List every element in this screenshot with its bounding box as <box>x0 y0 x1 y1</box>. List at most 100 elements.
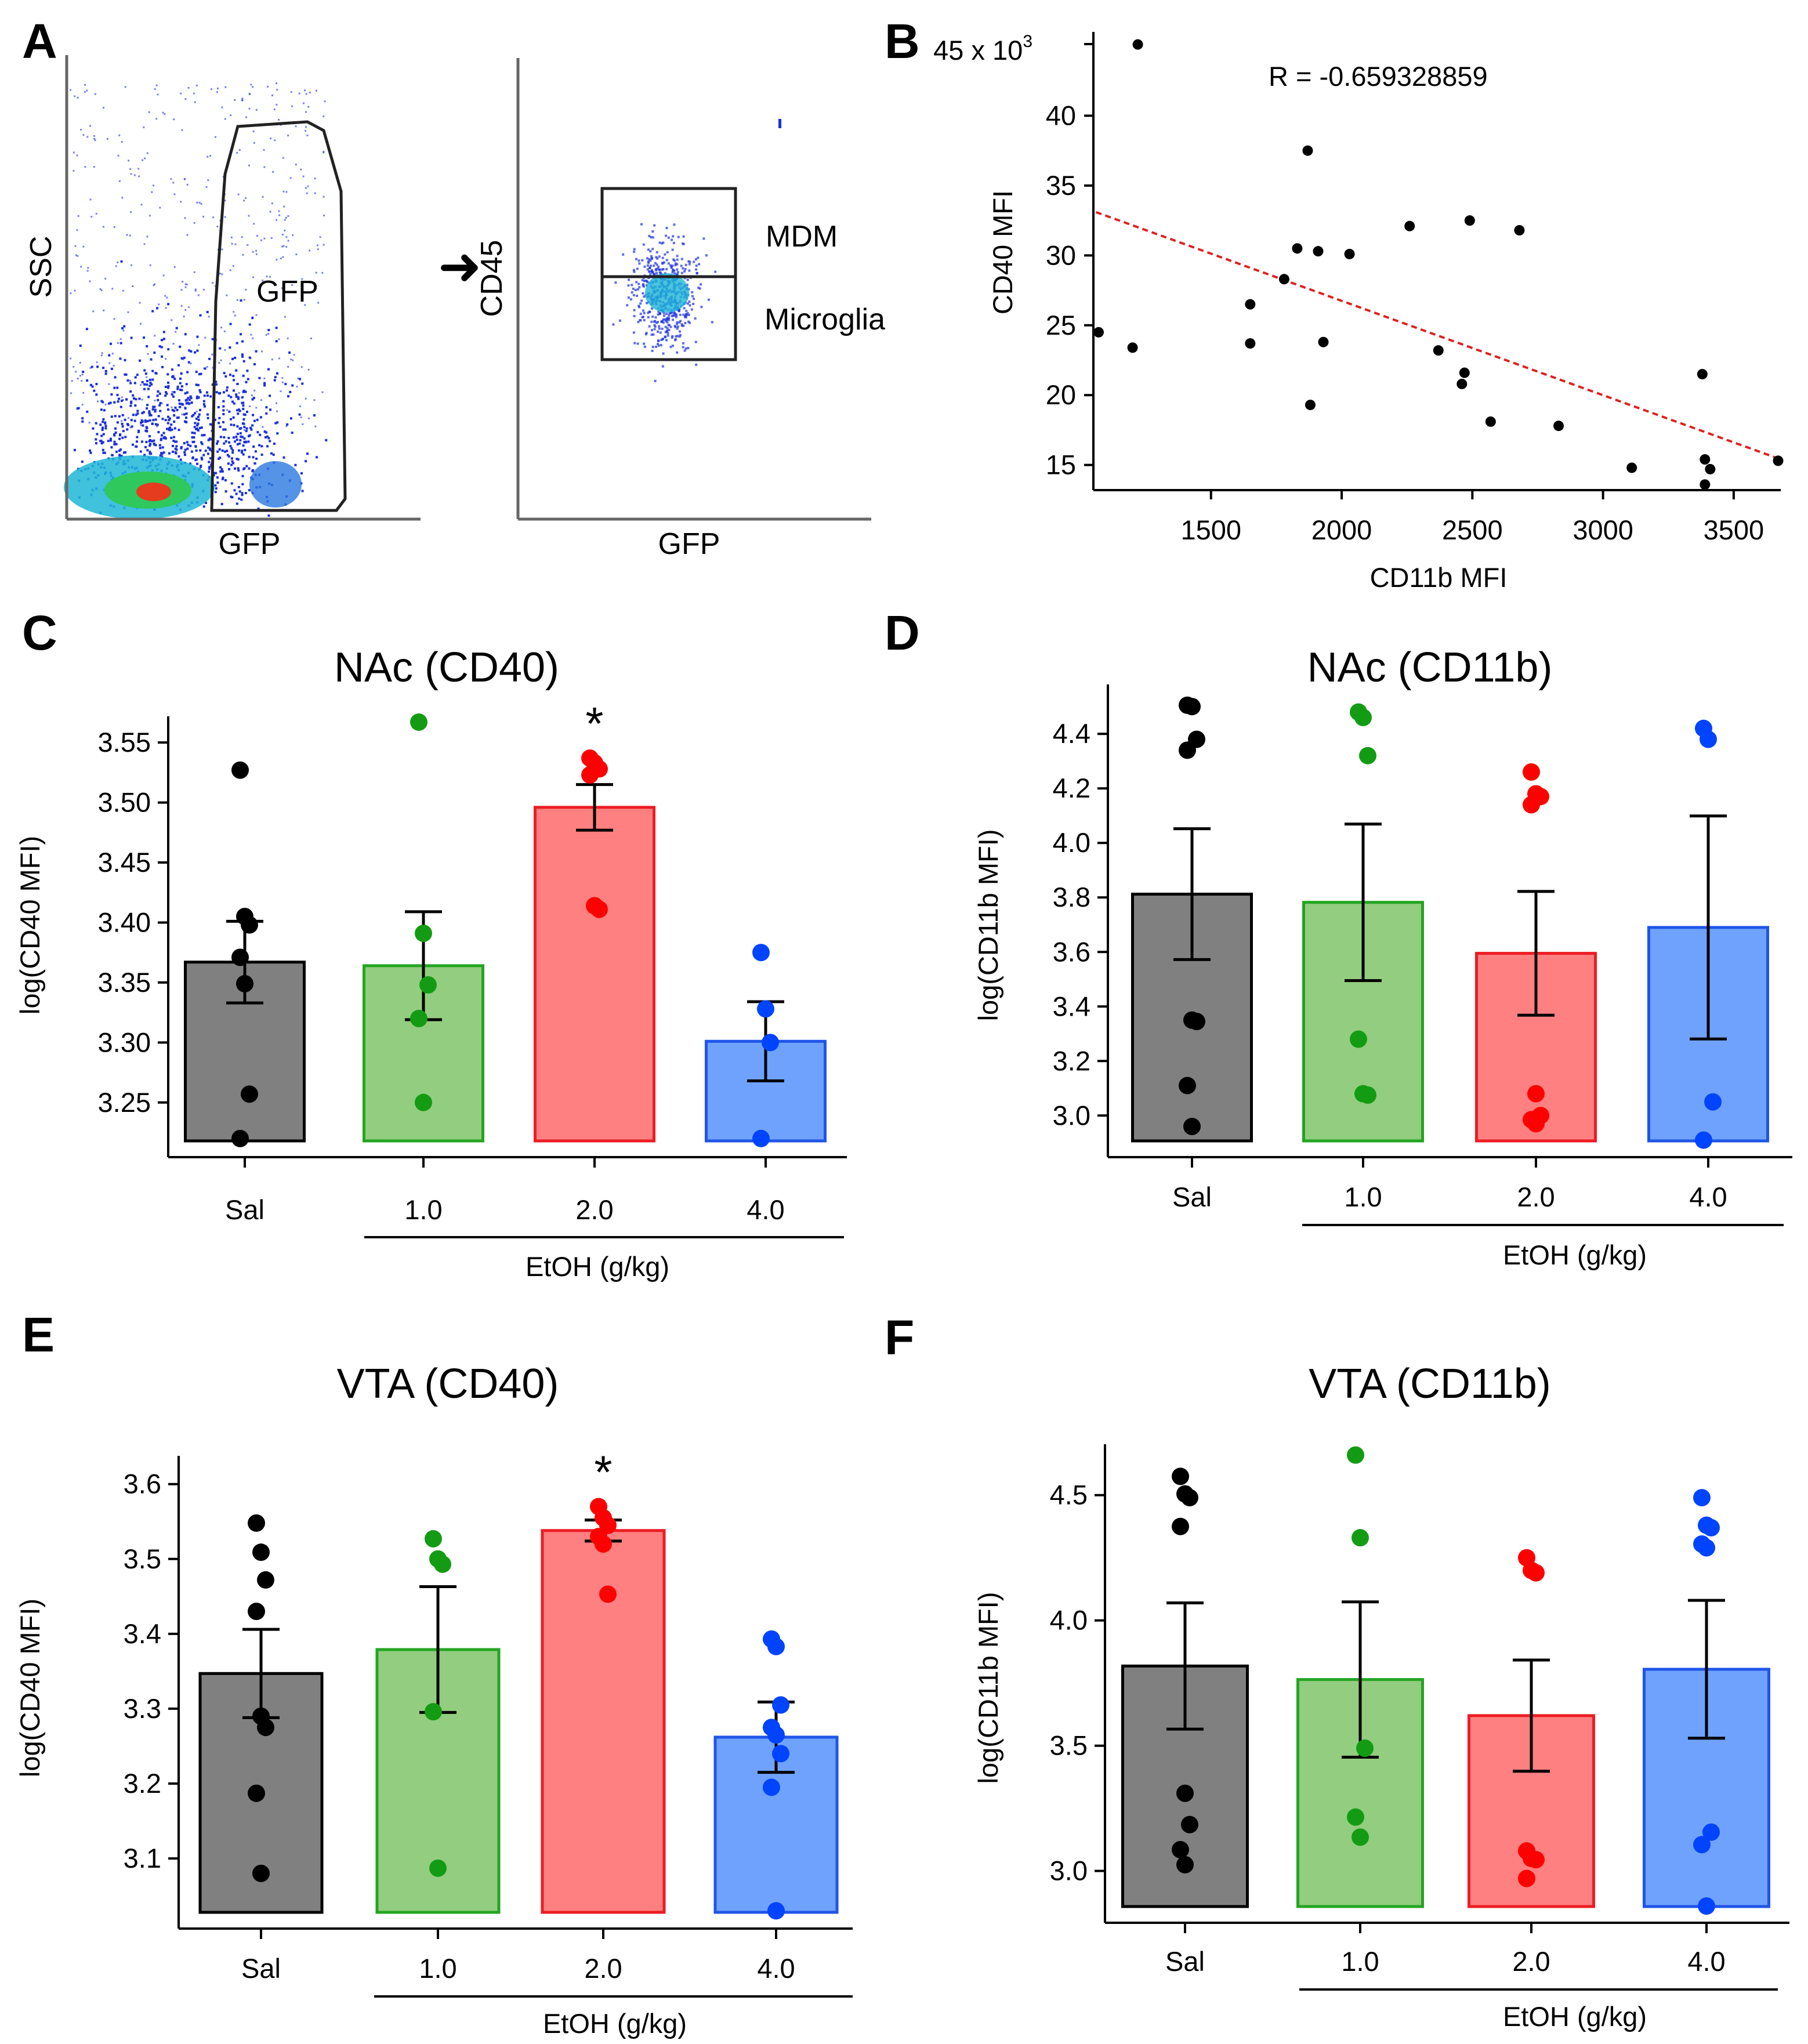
flow-event <box>680 324 683 327</box>
flow-event <box>215 383 218 386</box>
flow-event <box>660 339 663 342</box>
flow-event <box>258 376 261 379</box>
flow-event <box>113 318 115 320</box>
flow-event <box>146 235 148 238</box>
flow-event <box>676 351 679 354</box>
flow-event <box>159 447 162 450</box>
flow-event <box>281 245 284 248</box>
flow-event <box>178 405 180 408</box>
flow-event <box>136 412 139 415</box>
flow-event <box>108 362 111 364</box>
flow-event <box>683 307 686 310</box>
flow-event <box>167 386 169 389</box>
flow-event <box>135 398 137 401</box>
flow-event <box>252 397 255 400</box>
flow-event <box>189 395 192 398</box>
flow-event <box>121 414 124 416</box>
flow-event <box>238 442 241 445</box>
flow-event <box>130 401 133 404</box>
data-point <box>1527 1851 1545 1869</box>
flow-event <box>143 369 146 372</box>
flow-event <box>662 352 665 355</box>
flow-event <box>191 456 194 459</box>
flow-event <box>267 368 270 371</box>
flow-event <box>175 331 177 333</box>
flow-event <box>104 277 107 280</box>
flow-event <box>682 242 684 245</box>
flow-event <box>222 413 225 415</box>
scatter-point <box>1132 39 1143 50</box>
flow-event <box>207 446 210 449</box>
flow-event <box>684 313 687 316</box>
flow-event <box>243 429 245 431</box>
flow-event <box>93 389 96 392</box>
flow-event <box>657 321 660 324</box>
flow-event <box>657 310 660 313</box>
flow-event <box>273 443 276 445</box>
category-label: 1.0 <box>1344 1182 1382 1212</box>
flow-event <box>238 408 240 411</box>
flow-event <box>82 371 85 373</box>
flow-event <box>108 383 110 385</box>
flow-event <box>642 243 645 246</box>
data-point <box>1698 1897 1715 1915</box>
scatter-point <box>1433 345 1444 356</box>
flow-event <box>221 273 223 276</box>
flow-event <box>148 111 150 113</box>
scatter-point <box>1456 378 1468 389</box>
data-point <box>241 1085 258 1103</box>
flow-event <box>253 389 256 392</box>
flow-event <box>122 289 124 292</box>
flow-event <box>206 155 209 158</box>
flow-event <box>187 397 190 400</box>
flow-event <box>637 282 640 285</box>
flow-event <box>154 400 156 402</box>
flow-event <box>675 274 678 276</box>
flow-event <box>218 416 221 419</box>
flow-event <box>165 392 168 395</box>
flow-event <box>226 386 229 389</box>
flow-event <box>184 407 187 409</box>
flow-event <box>685 310 688 313</box>
flow-event <box>203 394 206 397</box>
flow-event <box>240 299 242 302</box>
flow-event <box>89 367 92 369</box>
flow-event <box>287 395 289 398</box>
flow-event <box>116 394 119 396</box>
flow-event <box>153 439 155 442</box>
flow-event <box>282 456 285 459</box>
flow-event <box>104 369 107 372</box>
flow-event <box>628 278 630 281</box>
flow-event <box>672 318 674 321</box>
flow-event <box>86 379 89 382</box>
y-tick-label: 3.6 <box>1053 936 1090 967</box>
chart-title: NAc (CD40) <box>334 644 559 691</box>
flow-event <box>655 263 658 266</box>
flow-event <box>73 448 76 451</box>
flow-event <box>256 418 259 421</box>
flow-event <box>300 472 303 474</box>
flow-event <box>655 256 658 259</box>
flow-event <box>643 311 646 314</box>
flow-event <box>285 216 287 219</box>
y-tick-label: 3.30 <box>98 1027 151 1057</box>
flow-event <box>195 428 198 430</box>
flow-event <box>89 383 92 386</box>
flow-event <box>284 219 286 221</box>
flow-event <box>642 292 644 295</box>
flow-event <box>209 395 212 398</box>
flow-event <box>676 325 679 328</box>
flow-event <box>199 391 202 394</box>
flow-event <box>157 398 160 401</box>
flow-event <box>651 248 654 251</box>
flow-event <box>195 417 198 420</box>
flow-left-density <box>64 82 328 519</box>
flow-event <box>151 440 154 443</box>
flow-event <box>134 404 137 407</box>
flow-event <box>231 242 233 245</box>
flow-event <box>700 306 703 309</box>
flow-event <box>653 264 655 267</box>
flow-event <box>287 337 289 339</box>
flow-event <box>180 305 183 307</box>
flow-event <box>200 372 202 375</box>
